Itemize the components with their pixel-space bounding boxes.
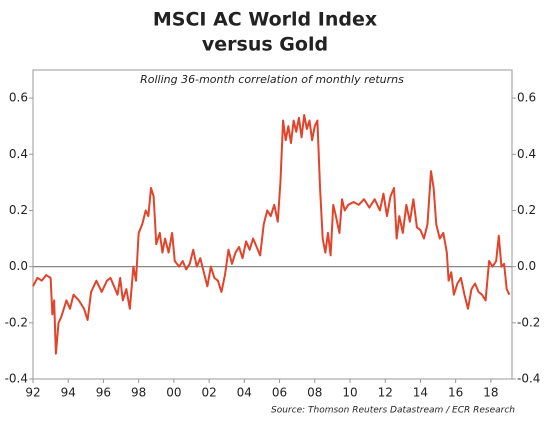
x-tick-label: 94: [61, 386, 76, 400]
source: Source: Thomson Reuters Datastream / ECR…: [271, 406, 515, 416]
y-tick-label: 0.0: [9, 259, 28, 273]
y2-tick-label: 0.6: [517, 91, 536, 105]
y2-tick-label: -0.4: [517, 372, 540, 386]
chart-title: versus Gold: [202, 34, 328, 56]
y2-tick-label: 0.4: [517, 147, 536, 161]
x-tick-label: 10: [342, 386, 357, 400]
x-tick-label: 12: [378, 386, 393, 400]
x-tick-label: 04: [237, 386, 252, 400]
plot-frame: [32, 69, 513, 380]
subtitle: Rolling 36-month correlation of monthly …: [140, 73, 404, 86]
x-tick-label: 92: [25, 386, 40, 400]
y-tick-label: -0.2: [5, 315, 28, 329]
y-tick-label: -0.4: [5, 372, 28, 386]
y-tick-label: 0.6: [9, 91, 28, 105]
y-tick-label: 0.4: [9, 147, 28, 161]
x-tick-label: 06: [272, 386, 287, 400]
x-tick-label: 14: [413, 386, 428, 400]
x-tick-label: 16: [448, 386, 463, 400]
x-tick-label: 96: [96, 386, 111, 400]
x-tick-label: 02: [201, 386, 216, 400]
x-tick-label: 00: [166, 386, 181, 400]
y2-tick-label: -0.2: [517, 315, 540, 329]
series-line: [32, 113, 511, 355]
y2-tick-label: 0.2: [517, 203, 536, 217]
x-tick-label: 08: [307, 386, 322, 400]
x-tick-label: 18: [483, 386, 498, 400]
chart-title: MSCI AC World Index: [153, 9, 377, 31]
x-tick-label: 98: [131, 386, 146, 400]
y-tick-label: 0.2: [9, 203, 28, 217]
y2-tick-label: 0.0: [517, 259, 536, 273]
